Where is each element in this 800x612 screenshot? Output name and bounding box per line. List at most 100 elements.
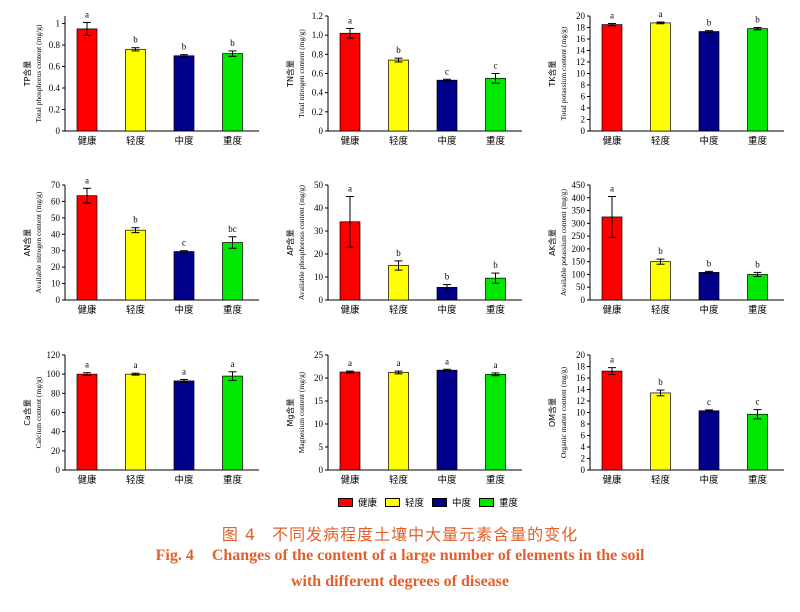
chart-8-y-tick-label-1: 0: [319, 465, 324, 475]
chart-5-error-bar-4: [491, 272, 500, 284]
chart-3-y-axis-label-cn: TK含量: [547, 60, 557, 87]
chart-9-y-tick-label-11: 20: [576, 350, 586, 360]
figure-title-en-line-2: with different degrees of disease: [290, 573, 510, 590]
chart-7-significance-label-1: a: [85, 360, 89, 370]
legend-label-severe: 重度: [499, 498, 519, 509]
chart-3-y-tick-label-10: 18: [576, 23, 586, 33]
chart-3-category-label-2: 轻度: [651, 135, 671, 147]
chart-2-error-bar-1: [346, 27, 354, 39]
figure-number-en: Fig. 4: [155, 547, 194, 564]
chart-6-y-tick-label-4: 150: [572, 257, 586, 267]
chart-3-error-bar-1: [608, 22, 616, 27]
chart-8-category-label-1: 健康: [340, 474, 360, 486]
chart-3-y-tick-label-7: 12: [576, 57, 585, 67]
chart-4-y-axis-label: Available nitrogen content (mg/g): [34, 191, 43, 293]
chart-1-category-label-1: 健康: [77, 135, 97, 147]
chart-9-significance-label-4: c: [756, 397, 760, 407]
chart-9-y-tick-label-10: 18: [576, 362, 586, 372]
chart-5-y-tick-label-4: 30: [314, 226, 324, 236]
chart-6: 0 50 100 150 200 250 300 350 400 450 a 健康 b 轻度 b 中度 b 重度 A…: [547, 180, 784, 316]
chart-3-y-tick-label-4: 6: [581, 92, 586, 102]
figure-caption-en-line-2: with different degrees of disease: [0, 573, 800, 591]
figure-caption-en-line-1: Fig. 4 Changes of the content of a large …: [0, 547, 800, 565]
chart-3-y-tick-label-2: 2: [581, 115, 586, 125]
chart-8-significance-label-2: a: [397, 358, 401, 368]
chart-1-significance-label-4: b: [230, 38, 235, 48]
chart-7-y-tick-label-1: 0: [56, 465, 61, 475]
chart-3-y-tick-label-9: 16: [576, 34, 586, 44]
chart-5-y-tick-label-3: 20: [314, 249, 324, 259]
chart-2-error-bar-4: [491, 73, 500, 84]
chart-8-error-bar-4: [491, 372, 500, 377]
chart-3-y-tick-label-3: 4: [581, 103, 586, 113]
chart-4-significance-label-1: a: [85, 175, 89, 185]
chart-9-y-tick-label-9: 16: [576, 373, 586, 383]
chart-9-y-tick-label-4: 6: [581, 431, 586, 441]
chart-7-y-tick-label-2: 20: [51, 446, 61, 456]
chart-8-y-tick-label-5: 20: [314, 373, 324, 383]
legend-label-mild: 轻度: [405, 498, 425, 509]
chart-6-error-bar-4: [753, 271, 762, 277]
chart-7-category-label-3: 中度: [174, 474, 194, 486]
chart-2-y-tick-label-4: 0.6: [312, 69, 324, 79]
chart-7-y-tick-label-7: 120: [47, 350, 61, 360]
chart-6-significance-label-4: b: [755, 259, 760, 269]
chart-7-y-tick-label-3: 40: [51, 427, 61, 437]
chart-9-y-axis-label: Organic matter content (mg/g): [559, 366, 568, 458]
chart-2-y-tick-label-5: 0.8: [312, 49, 324, 59]
chart-3-y-tick-label-8: 14: [576, 46, 586, 56]
legend-swatch-moderate: [432, 497, 448, 507]
chart-9-y-tick-label-8: 14: [576, 385, 586, 395]
chart-9-significance-label-2: b: [658, 377, 663, 387]
chart-5-significance-label-4: b: [493, 260, 498, 270]
chart-1-y-tick-label-2: 0.2: [49, 105, 60, 115]
chart-5-significance-label-2: b: [396, 248, 401, 258]
chart-5-bar-2: [388, 265, 409, 301]
chart-5-y-tick-label-2: 10: [314, 272, 324, 282]
chart-9-error-bar-1: [608, 367, 616, 376]
chart-3-y-tick-label-11: 20: [576, 11, 586, 21]
chart-5-category-label-3: 中度: [437, 304, 457, 316]
chart-9-error-bar-2: [656, 389, 665, 397]
chart-2-bar-1: [339, 32, 361, 132]
legend-item-mild: 轻度: [385, 495, 424, 509]
chart-2-y-axis-label: Total nitrogen content (mg/g): [297, 29, 306, 118]
chart-1-y-tick-label-5: 0.8: [49, 40, 61, 50]
figure-caption-cn: 图 4 不同发病程度土壤中大量元素含量的变化: [0, 521, 800, 545]
figure-number-cn: 图 4: [221, 525, 257, 544]
chart-4-y-tick-label-5: 40: [51, 229, 61, 239]
chart-8-y-tick-label-3: 10: [314, 419, 324, 429]
chart-9-category-label-1: 健康: [602, 474, 622, 486]
chart-1-category-label-4: 重度: [223, 135, 243, 147]
chart-6-y-tick-label-3: 100: [572, 269, 586, 279]
chart-7-category-label-2: 轻度: [126, 474, 146, 486]
chart-9-y-tick-label-3: 4: [581, 442, 586, 452]
chart-4-y-tick-label-3: 20: [51, 262, 61, 272]
chart-8-category-label-2: 轻度: [389, 474, 409, 486]
chart-1-y-tick-label-4: 0.6: [49, 62, 61, 72]
chart-2-y-tick-label-1: 0: [319, 126, 324, 136]
chart-6-error-bar-1: [608, 196, 616, 238]
chart-5-y-axis-label: Available phosphorous content (mg/g): [297, 184, 306, 300]
chart-9-y-tick-label-5: 8: [581, 419, 586, 429]
chart-7-bar-1: [76, 373, 98, 471]
chart-1-y-tick-label-6: 1: [56, 19, 61, 29]
chart-2-category-label-3: 中度: [437, 135, 457, 147]
chart-4-y-tick-label-7: 60: [51, 196, 61, 206]
chart-1-bar-4: [222, 53, 243, 132]
chart-8-bar-4: [485, 373, 506, 471]
legend: 健康 轻度 中度 重度: [338, 495, 526, 509]
chart-7-significance-label-3: a: [182, 366, 186, 376]
chart-8-category-label-3: 中度: [437, 474, 457, 486]
chart-7-y-tick-label-6: 100: [47, 369, 61, 379]
chart-2-y-tick-label-7: 1.2: [312, 11, 323, 21]
legend-item-healthy: 健康: [338, 495, 377, 509]
legend-label-moderate: 中度: [452, 498, 472, 509]
chart-7-error-bar-4: [228, 371, 237, 381]
chart-2-bar-3: [436, 79, 458, 132]
chart-2-y-tick-label-3: 0.4: [312, 88, 324, 98]
chart-6-y-tick-label-2: 50: [576, 282, 586, 292]
chart-9-error-bar-3: [705, 409, 713, 413]
